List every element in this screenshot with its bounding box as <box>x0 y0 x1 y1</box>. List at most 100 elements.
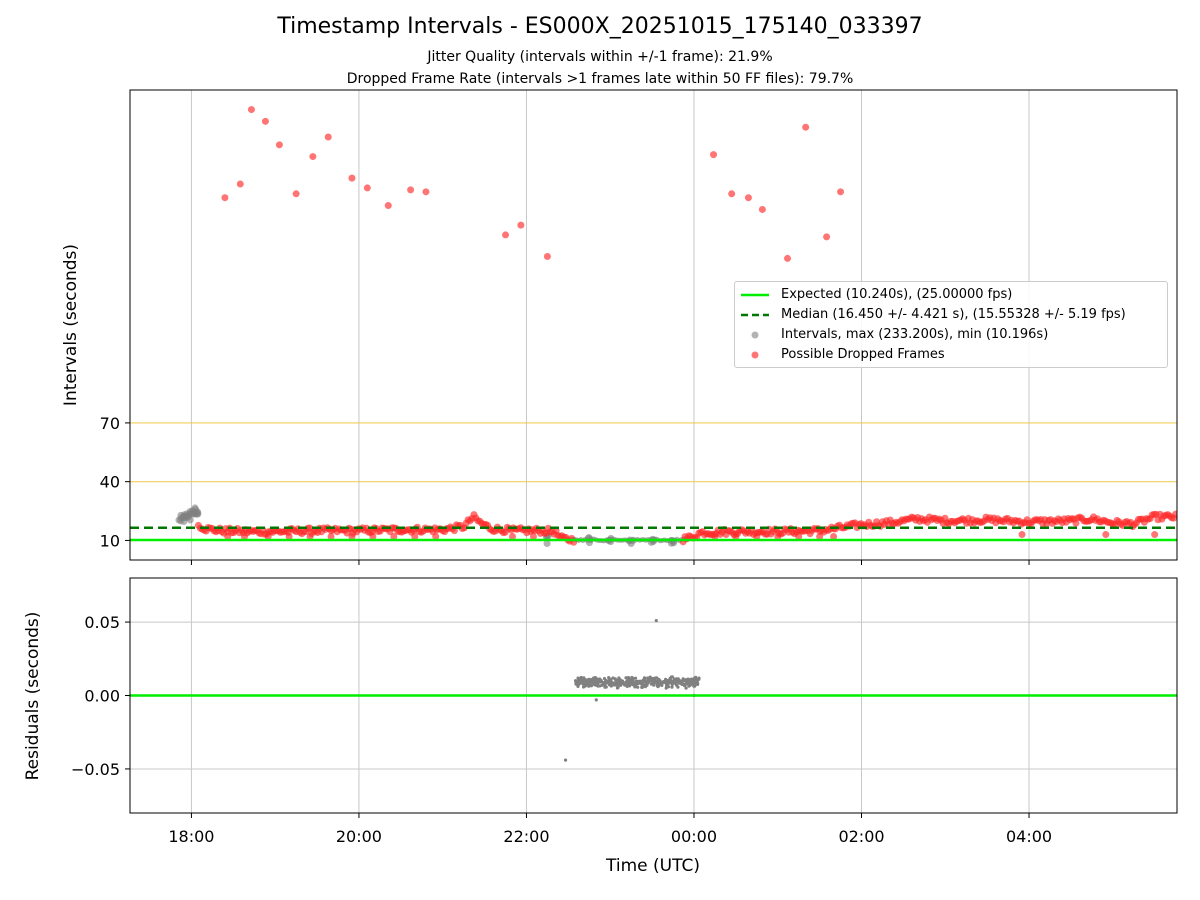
bottom-x-ticks: 18:00 20:00 22:00 00:00 02:00 04:00 <box>168 813 1052 846</box>
dropped-frame-point <box>795 533 803 540</box>
legend-item-intervals: Intervals, max (233.200s), min (10.196s) <box>735 325 1167 345</box>
residual-point <box>633 676 638 680</box>
dropped-frame-point <box>1018 531 1026 539</box>
dropped-frame-outlier <box>784 254 792 262</box>
dropped-frame-outlier <box>543 252 551 260</box>
residual-point <box>599 678 603 683</box>
x-tick-label: 20:00 <box>336 827 382 846</box>
dropped-frame-point <box>264 533 272 540</box>
top-reference-lines <box>130 422 1177 542</box>
interval-point <box>543 540 551 548</box>
dropped-frame-point <box>711 533 719 540</box>
dropped-frame-outlier <box>710 151 718 159</box>
dropped-frame-outlier <box>407 186 415 194</box>
bottom-y-tick-label: 0.05 <box>84 613 120 632</box>
top-y-axis-label: Intervals (seconds) <box>61 244 81 406</box>
residual-point <box>642 678 646 682</box>
dropped-frame-point <box>1151 531 1159 539</box>
top-plot-frame <box>129 89 1178 561</box>
legend-label-expected: Expected (10.240s), (25.00000 fps) <box>781 287 1013 302</box>
dropped-frame-outlier <box>292 190 300 198</box>
legend-label-intervals: Intervals, max (233.200s), min (10.196s) <box>781 327 1049 342</box>
residual-point <box>584 678 588 682</box>
residual-point <box>650 678 655 682</box>
dropped-frame-point <box>369 533 377 540</box>
dropped-frame-outlier <box>517 221 525 229</box>
intervals-plot: 10 40 70 Intervals (seconds) <box>61 89 1178 565</box>
median-line-swatch <box>741 313 769 317</box>
top-x-ticks <box>190 560 1030 565</box>
residual-point <box>605 681 609 685</box>
residuals-plot: 0.05 0.00 −0.05 18:00 20:00 22:00 00:00 02:00 0… <box>23 577 1178 876</box>
interval-point <box>193 510 201 518</box>
x-tick-label: 04:00 <box>1006 827 1052 846</box>
top-y-tick-label: 10 <box>100 531 120 550</box>
residual-point <box>636 685 640 689</box>
dropped-frame-outlier <box>422 188 430 196</box>
residual-point <box>695 679 699 683</box>
legend-label-dropped: Possible Dropped Frames <box>781 347 945 362</box>
dropped-frame-outlier <box>728 190 736 198</box>
residual-point <box>688 683 692 688</box>
dropped-frame-point <box>1172 510 1177 518</box>
x-tick-label: 02:00 <box>838 827 884 846</box>
dropped-frame-outlier <box>275 141 283 149</box>
intervals-marker-swatch <box>751 331 759 339</box>
residual-point <box>616 683 621 687</box>
dropped-frame-point <box>327 533 335 540</box>
residual-point <box>677 678 681 682</box>
residual-point <box>661 680 666 685</box>
residual-point <box>645 679 650 683</box>
dropped-frame-point <box>774 533 782 540</box>
residual-point <box>575 679 579 683</box>
chart-title: Timestamp Intervals - ES000X_20251015_17… <box>277 14 923 39</box>
dropped-frame-point <box>411 533 419 540</box>
bottom-y-tick-label: 0.00 <box>84 687 120 706</box>
residual-point <box>654 618 658 623</box>
legend-item-expected: Expected (10.240s), (25.00000 fps) <box>735 285 1167 305</box>
dropped-frame-point <box>509 533 517 540</box>
residual-point <box>647 676 651 680</box>
residual-point <box>684 686 688 690</box>
residual-point <box>612 682 616 686</box>
residual-point <box>603 683 607 687</box>
residual-point <box>631 678 635 683</box>
residual-point <box>593 683 598 687</box>
residual-point <box>684 681 688 686</box>
residual-point <box>689 679 693 683</box>
dropped-marker-swatch <box>751 351 759 359</box>
residual-point <box>589 684 594 688</box>
residual-point <box>630 675 634 680</box>
residual-point <box>680 682 684 687</box>
dropped-frame-outlier <box>309 153 317 161</box>
residual-point <box>607 675 611 680</box>
dropped-frame-point <box>753 533 761 540</box>
dropped-frame-point <box>224 533 232 540</box>
dropped-frame-outlier <box>744 194 752 202</box>
dropped-frame-point <box>348 533 356 540</box>
dropped-frame-outlier <box>247 106 255 114</box>
residual-point <box>642 683 646 687</box>
dropped-frame-outlier <box>823 233 831 241</box>
residual-point <box>653 680 657 684</box>
residual-point <box>609 684 613 688</box>
residual-point <box>692 684 696 688</box>
legend: Expected (10.240s), (25.00000 fps) Media… <box>734 281 1168 368</box>
residual-point <box>663 677 668 681</box>
residual-point <box>687 680 691 684</box>
dropped-frame-outlier <box>324 133 332 141</box>
residual-point <box>620 679 625 683</box>
residual-point <box>670 685 674 689</box>
dropped-frame-point <box>830 533 838 540</box>
residual-point <box>583 684 587 688</box>
residual-point <box>674 678 678 683</box>
dropped-frame-outlier <box>502 231 510 239</box>
top-y-tick-label: 70 <box>100 414 120 433</box>
residual-point <box>596 684 601 688</box>
dropped-frame-point <box>1102 531 1110 539</box>
legend-item-median: Median (16.450 +/- 4.421 s), (15.55328 +… <box>735 305 1167 325</box>
residual-point <box>672 681 676 685</box>
bottom-y-axis-label: Residuals (seconds) <box>23 612 43 781</box>
residual-point <box>680 680 684 684</box>
